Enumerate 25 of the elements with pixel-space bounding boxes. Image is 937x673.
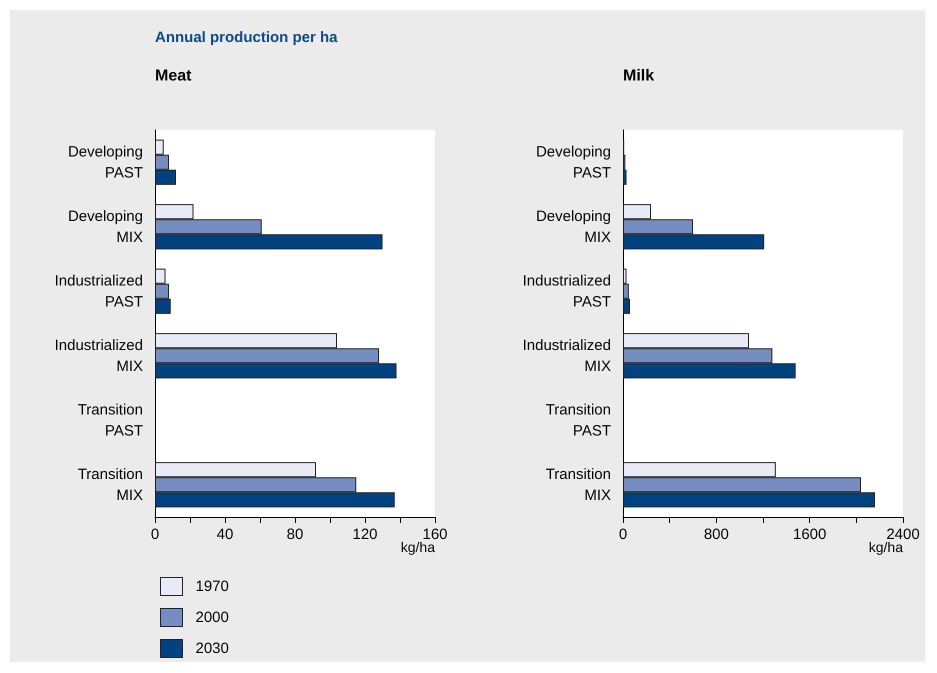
y-tick-label: Industrialized MIX [522, 336, 611, 375]
y-tick-label: Industrialized PAST [522, 272, 611, 310]
chart-title: Milk [623, 68, 654, 84]
x-tick-label: 1600 [792, 526, 826, 543]
x-tick-label: 800 [704, 526, 729, 543]
text: Annual production per ha [155, 29, 338, 46]
y-tick-label: Developing PAST [68, 143, 143, 182]
y-tick-label: Developing MIX [536, 208, 611, 246]
y-tick-label: Transition MIX [546, 466, 611, 504]
legend-label: 2030 [196, 640, 229, 657]
x-tick-label: 0 [618, 526, 628, 543]
y-tick-label: Developing MIX [68, 208, 143, 246]
y-tick-label: Industrialized MIX [54, 336, 143, 375]
x-tick-label: 80 [286, 526, 304, 543]
x-tick-label: 0 [150, 526, 160, 543]
legend-label: 2000 [196, 609, 229, 626]
chart-title: Meat [155, 68, 192, 84]
x-tick-label: 120 [352, 526, 378, 543]
x-tick-label: 40 [216, 526, 234, 543]
y-tick-label: Transition PAST [546, 401, 611, 440]
y-tick-label: Transition MIX [78, 466, 143, 504]
y-tick-label: Industrialized PAST [54, 272, 143, 310]
y-tick-label: Transition PAST [78, 401, 143, 440]
legend-label: 1970 [196, 578, 229, 595]
y-tick-label: Developing PAST [536, 143, 611, 182]
